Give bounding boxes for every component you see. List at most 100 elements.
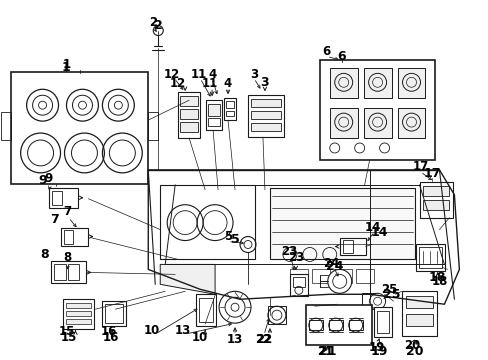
Bar bbox=[51, 191, 61, 205]
Text: 5: 5 bbox=[230, 233, 239, 246]
Text: 21: 21 bbox=[318, 345, 336, 357]
Text: 20: 20 bbox=[404, 338, 420, 351]
Text: 3: 3 bbox=[260, 76, 269, 89]
Text: 5: 5 bbox=[224, 230, 232, 243]
Bar bbox=[355, 269, 373, 283]
Bar bbox=[0, 112, 11, 140]
Bar bbox=[363, 68, 391, 98]
Bar bbox=[339, 238, 365, 256]
Bar bbox=[319, 60, 435, 160]
Text: 6: 6 bbox=[337, 50, 346, 63]
Text: 24: 24 bbox=[323, 257, 339, 270]
Bar bbox=[250, 111, 280, 119]
Bar bbox=[180, 122, 198, 132]
Bar bbox=[50, 261, 86, 283]
Bar bbox=[180, 109, 198, 119]
Text: 17: 17 bbox=[411, 161, 428, 174]
Text: 8: 8 bbox=[40, 248, 49, 261]
Text: 24: 24 bbox=[325, 260, 343, 273]
Bar bbox=[292, 277, 304, 287]
Circle shape bbox=[267, 306, 285, 324]
Text: 22: 22 bbox=[255, 333, 271, 346]
Bar bbox=[250, 123, 280, 131]
Text: 25: 25 bbox=[381, 283, 397, 296]
Bar bbox=[208, 104, 220, 116]
Bar bbox=[199, 298, 213, 322]
Bar bbox=[250, 99, 280, 107]
Bar bbox=[401, 291, 437, 336]
Text: 23: 23 bbox=[280, 245, 296, 258]
Text: 1: 1 bbox=[62, 58, 70, 71]
Bar bbox=[333, 269, 351, 283]
Bar bbox=[405, 296, 432, 308]
Text: 2: 2 bbox=[154, 19, 163, 32]
Text: 16: 16 bbox=[100, 325, 116, 338]
Bar bbox=[65, 319, 91, 324]
Bar bbox=[62, 299, 94, 329]
Bar bbox=[65, 311, 91, 316]
Bar bbox=[225, 111, 234, 116]
Circle shape bbox=[327, 269, 351, 293]
Polygon shape bbox=[160, 265, 215, 294]
Text: 7: 7 bbox=[50, 213, 59, 226]
Bar bbox=[247, 95, 284, 137]
Text: 10: 10 bbox=[144, 324, 160, 337]
Text: 20: 20 bbox=[405, 345, 423, 357]
Text: 9: 9 bbox=[44, 172, 53, 185]
Text: 22: 22 bbox=[254, 333, 270, 346]
Bar bbox=[61, 228, 88, 246]
Bar bbox=[423, 200, 448, 210]
Bar bbox=[65, 303, 91, 308]
Text: 10: 10 bbox=[192, 330, 208, 343]
Text: 11: 11 bbox=[191, 68, 207, 81]
Text: 25: 25 bbox=[382, 288, 400, 301]
Bar bbox=[289, 274, 307, 296]
Text: 13: 13 bbox=[226, 333, 243, 346]
Bar bbox=[148, 112, 158, 140]
Bar bbox=[348, 320, 362, 330]
Text: 4: 4 bbox=[224, 77, 232, 90]
Bar bbox=[423, 186, 448, 196]
Text: 11: 11 bbox=[202, 77, 218, 90]
Bar bbox=[415, 243, 445, 271]
Bar bbox=[305, 305, 371, 345]
Bar bbox=[405, 314, 432, 326]
Text: 3: 3 bbox=[249, 68, 258, 81]
Text: 18: 18 bbox=[430, 275, 447, 288]
Circle shape bbox=[219, 291, 250, 323]
Text: 17: 17 bbox=[423, 167, 440, 180]
Bar bbox=[397, 68, 425, 98]
Text: 15: 15 bbox=[58, 325, 75, 338]
Bar bbox=[63, 230, 73, 243]
Bar bbox=[11, 72, 148, 184]
Bar bbox=[102, 301, 126, 326]
Bar bbox=[208, 118, 220, 126]
Bar bbox=[329, 108, 357, 138]
Text: 9: 9 bbox=[38, 174, 47, 187]
Text: 6: 6 bbox=[322, 45, 330, 58]
Bar bbox=[308, 320, 322, 330]
Bar bbox=[205, 100, 222, 130]
Bar bbox=[289, 269, 307, 283]
Text: 14: 14 bbox=[370, 226, 387, 239]
Bar bbox=[376, 311, 388, 333]
Text: 4: 4 bbox=[207, 68, 216, 81]
Bar bbox=[311, 269, 329, 283]
Bar bbox=[397, 108, 425, 138]
Circle shape bbox=[369, 293, 385, 309]
Bar bbox=[361, 293, 377, 309]
Bar bbox=[224, 98, 236, 120]
Bar bbox=[419, 182, 452, 218]
Bar bbox=[48, 188, 78, 208]
Text: 7: 7 bbox=[63, 205, 71, 218]
Bar bbox=[342, 239, 352, 253]
Bar bbox=[373, 307, 391, 337]
Bar bbox=[67, 265, 80, 280]
Text: 16: 16 bbox=[102, 330, 118, 343]
Bar bbox=[105, 304, 123, 323]
Text: 1: 1 bbox=[61, 61, 70, 74]
Text: 12: 12 bbox=[170, 77, 186, 90]
Bar bbox=[178, 92, 200, 138]
Text: 19: 19 bbox=[367, 341, 384, 354]
Text: 14: 14 bbox=[364, 221, 380, 234]
